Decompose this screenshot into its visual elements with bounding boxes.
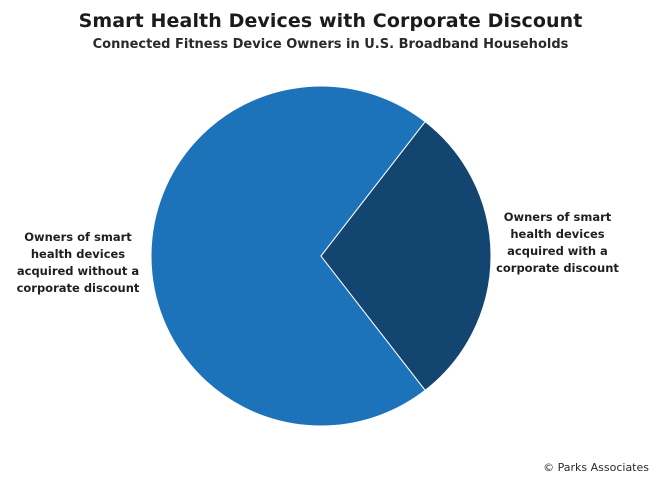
chart-title: Smart Health Devices with Corporate Disc… (78, 10, 583, 32)
slice-label-with-discount: Owners of smart health devices acquired … (496, 210, 619, 275)
source-credit: © Parks Associates (543, 461, 649, 474)
chart-subtitle: Connected Fitness Device Owners in U.S. … (92, 37, 569, 52)
pie-slice-with-discount (320, 120, 492, 392)
pie-slice-without-discount (150, 85, 426, 427)
slice-label-without-discount: Owners of smart health devices acquired … (16, 230, 140, 295)
